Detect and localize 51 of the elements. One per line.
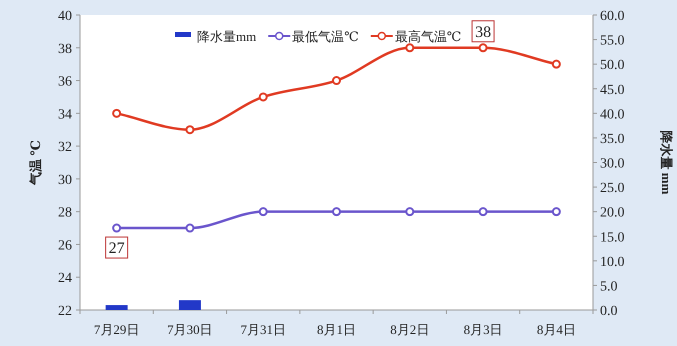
- legend-label: 最高气温℃: [394, 29, 462, 44]
- x-tick-label: 8月2日: [390, 322, 430, 337]
- y-tick-label: 28: [58, 206, 72, 221]
- y2-tick-label: 10.0: [600, 254, 624, 270]
- y2-tick-label: 45.0: [600, 82, 624, 98]
- point: [185, 224, 194, 233]
- y2-tick-label: 40.0: [600, 107, 624, 122]
- point: [332, 76, 341, 86]
- annotation: 38: [475, 24, 492, 41]
- y2-tick-label: 35.0: [600, 132, 624, 147]
- y2-tick-label: 50.0: [600, 58, 624, 74]
- x-tick-label: 8月4日: [536, 322, 576, 337]
- point: [112, 224, 122, 233]
- y2-tick-label: 60.0: [600, 9, 624, 24]
- point: [405, 207, 414, 216]
- y2-tick-label: 5.0: [600, 279, 618, 294]
- y-tick-label: 40: [58, 9, 72, 24]
- y2-tick-label: 55.0: [600, 34, 624, 49]
- y-tick-label: 26: [58, 238, 72, 254]
- x-tick-label: 7月29日: [94, 322, 140, 337]
- point: [552, 207, 561, 216]
- y2-axis-title: 降水量 mm: [659, 130, 674, 195]
- point: [552, 60, 561, 69]
- x-tick-label: 7月30日: [167, 322, 213, 337]
- point: [258, 92, 268, 102]
- legend-label: 降水量mm: [197, 29, 256, 44]
- y2-tick-label: 0.0: [600, 304, 618, 319]
- y2-tick-label: 25.0: [600, 181, 624, 196]
- y-axis-title: 气温 ℃: [28, 140, 43, 186]
- point: [185, 125, 194, 134]
- point: [405, 43, 414, 52]
- point: [332, 207, 341, 216]
- y2-tick-label: 20.0: [600, 206, 624, 221]
- y-tick-label: 34: [58, 107, 72, 122]
- point: [112, 108, 122, 118]
- point: [478, 207, 488, 216]
- y2-tick-label: 15.0: [600, 230, 624, 246]
- y-tick-label: 38: [58, 42, 72, 57]
- x-tick-label: 8月1日: [317, 322, 356, 337]
- legend-label: 最低气温℃: [292, 29, 359, 44]
- y-tick-label: 30: [58, 172, 72, 188]
- y-tick-label: 32: [58, 140, 72, 156]
- point: [258, 207, 268, 216]
- x-tick-label: 7月31日: [240, 322, 286, 337]
- x-tick-label: 8月3日: [464, 322, 503, 337]
- y-tick-label: 24: [58, 271, 72, 286]
- annotation: 27: [108, 240, 125, 258]
- y-tick-label: 36: [58, 74, 72, 90]
- point: [478, 43, 488, 52]
- y-tick-label: 22: [58, 304, 72, 319]
- y2-tick-label: 30.0: [600, 156, 624, 172]
